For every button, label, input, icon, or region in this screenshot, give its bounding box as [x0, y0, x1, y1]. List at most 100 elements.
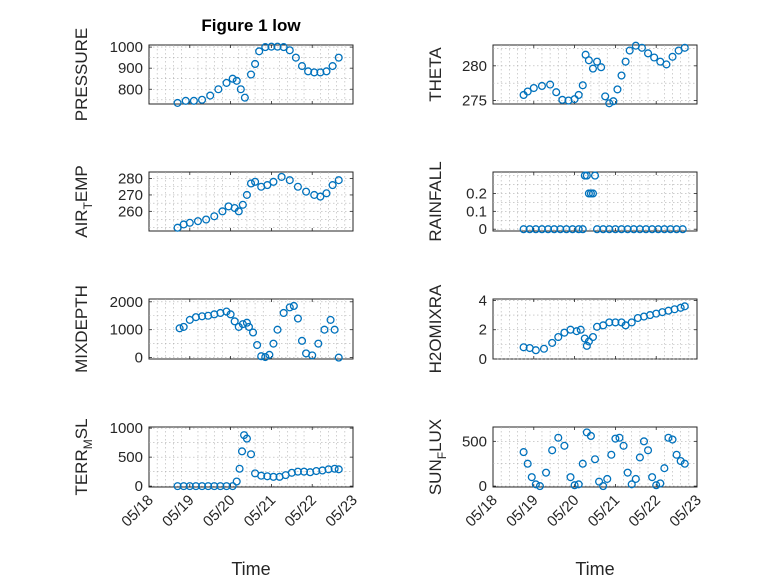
- data-point: [676, 456, 685, 466]
- data-point: [550, 225, 559, 234]
- y-axis-label-tail: EMP: [72, 165, 91, 202]
- data-point: [322, 67, 331, 76]
- data-point: [605, 318, 614, 327]
- data-point: [680, 43, 689, 52]
- y-axis-label-main: PRESSURE: [72, 28, 91, 122]
- data-point: [635, 225, 644, 234]
- data-point: [588, 332, 598, 342]
- data-point: [293, 467, 302, 476]
- data-point: [531, 346, 540, 355]
- data-point: [641, 225, 651, 234]
- data-point: [185, 482, 194, 491]
- y-tick-label: 0.1: [466, 203, 487, 220]
- data-point: [330, 464, 339, 473]
- data-point: [574, 480, 583, 489]
- data-point: [238, 200, 247, 209]
- subplot-6: 0 2 4 H2OMIXRA: [426, 284, 698, 373]
- data-point: [308, 351, 317, 360]
- data-point: [523, 459, 532, 468]
- y-axis-label-main: AIR: [72, 209, 91, 237]
- data-point: [576, 325, 585, 334]
- data-point: [535, 482, 544, 491]
- y-axis-label-main: RAINFALL: [426, 161, 445, 241]
- data-point: [574, 90, 583, 100]
- data-point: [601, 92, 610, 101]
- x-tick-label: 05/18: [118, 492, 157, 531]
- data-point: [531, 480, 540, 489]
- data-point: [625, 46, 634, 55]
- data-point: [293, 182, 302, 191]
- data-point: [560, 441, 569, 450]
- data-point: [330, 325, 339, 334]
- data-point: [613, 85, 622, 94]
- data-point: [648, 225, 657, 234]
- data-point: [588, 189, 598, 198]
- y-axis-label: TERRMSL: [72, 418, 95, 495]
- data-point: [285, 176, 294, 185]
- data-point: [592, 225, 602, 234]
- y-axis-label-subscript: T: [81, 201, 95, 209]
- data-point: [678, 225, 687, 234]
- subplot-7: 0 500 1000 05/18 05/19 05/20 05/21 05/22 05/23 TE…: [72, 418, 361, 530]
- data-point: [527, 473, 536, 482]
- y-tick-label: 260: [118, 203, 143, 220]
- data-point: [552, 88, 561, 97]
- data-point: [631, 474, 640, 483]
- data-point: [206, 91, 215, 100]
- data-point: [617, 71, 626, 80]
- data-point: [554, 332, 563, 342]
- data-point: [609, 97, 618, 106]
- data-point: [588, 64, 598, 73]
- data-point: [328, 62, 337, 71]
- data-point: [597, 63, 606, 72]
- x-tick-label: 05/22: [625, 492, 664, 531]
- data-point: [226, 310, 235, 319]
- data-point: [556, 225, 565, 234]
- data-point: [222, 78, 231, 87]
- data-point: [611, 434, 620, 443]
- data-point: [570, 481, 579, 490]
- y-tick-label: 280: [118, 171, 143, 188]
- y-tick-label: 275: [462, 93, 487, 110]
- data-point: [599, 225, 608, 234]
- data-point: [656, 479, 665, 488]
- x-tick-label: 05/21: [585, 492, 624, 531]
- data-point: [261, 352, 270, 362]
- y-axis-label: SUNFLUX: [426, 419, 449, 495]
- x-tick-label: 05/21: [241, 492, 280, 531]
- data-point: [537, 225, 547, 234]
- y-axis-label: RAINFALL: [426, 161, 445, 241]
- data-point: [191, 482, 200, 491]
- x-tick-label: 05/19: [503, 492, 542, 531]
- subplot-4: 00.10.2 RAINFALL: [426, 161, 698, 242]
- data-point: [173, 482, 182, 491]
- data-point: [680, 459, 689, 468]
- data-point: [595, 477, 604, 486]
- data-point: [637, 43, 646, 52]
- data-point: [611, 225, 620, 234]
- data-point: [643, 49, 653, 58]
- data-point: [334, 465, 343, 474]
- x-tick-label: 05/18: [462, 492, 501, 531]
- y-tick-label: 800: [118, 81, 143, 98]
- data-point: [279, 308, 288, 318]
- data-point: [680, 302, 689, 311]
- data-point: [578, 225, 587, 234]
- data-point: [285, 46, 294, 55]
- data-point: [539, 344, 549, 353]
- data-point: [607, 450, 616, 459]
- data-point: [619, 441, 628, 450]
- data-point: [291, 53, 300, 62]
- data-point: [603, 474, 612, 483]
- y-tick-label: 0: [479, 351, 487, 368]
- data-point: [289, 301, 298, 311]
- y-tick-label: 270: [118, 187, 143, 204]
- y-tick-label: 1000: [110, 322, 143, 339]
- data-point: [590, 171, 600, 180]
- data-point: [316, 192, 325, 201]
- data-point: [197, 95, 207, 104]
- data-point: [666, 225, 675, 234]
- data-point: [639, 437, 649, 446]
- x-tick-label: 05/20: [200, 492, 239, 531]
